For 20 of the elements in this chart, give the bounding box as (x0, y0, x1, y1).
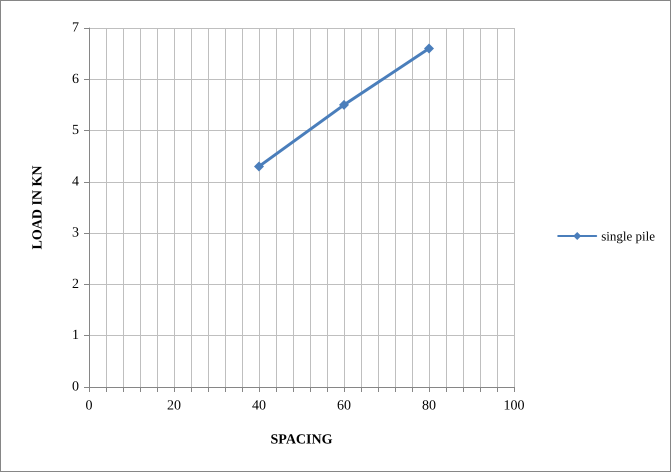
point (339, 100, 349, 110)
y-tick-label: 0 (72, 380, 79, 394)
y-tick-label: 5 (72, 123, 79, 138)
y-axis-title: LOAD IN KN (30, 165, 46, 250)
x-tick-label: 60 (337, 398, 351, 414)
legend-label: single pile (601, 228, 656, 244)
point (254, 161, 264, 172)
y-tick-label: 3 (72, 226, 79, 241)
y-tick-label: 7 (72, 20, 79, 36)
x-tick-label: 0 (86, 398, 92, 414)
y-tick-label: 2 (72, 276, 79, 292)
x-axis-title: SPACING (270, 432, 333, 448)
y-tick-label: 6 (72, 72, 79, 87)
x-tick-label: 100 (504, 398, 524, 414)
y-tick-label: 4 (72, 174, 79, 190)
x-tick-label: 80 (422, 398, 436, 414)
x-tick-label: 40 (252, 398, 266, 414)
point (424, 44, 434, 54)
y-tick-label: 1 (72, 328, 79, 344)
x-tick-label: 20 (167, 398, 181, 414)
